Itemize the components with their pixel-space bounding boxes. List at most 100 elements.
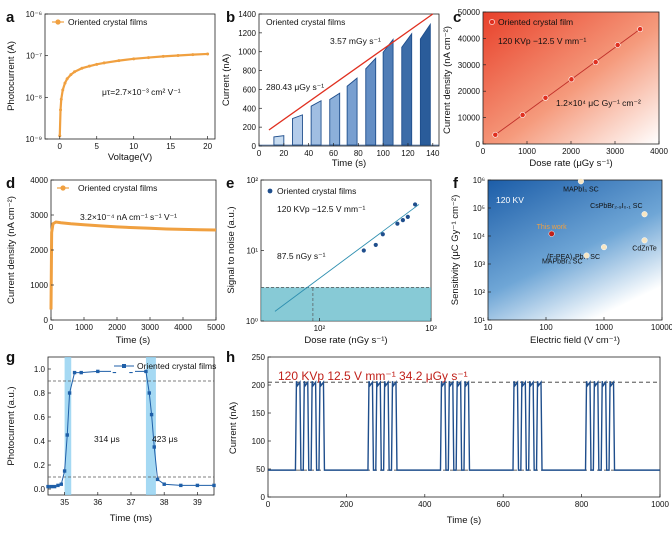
panel-c-ticks: 0 1000 2000 3000 400001000020000300004000050…	[458, 8, 669, 156]
panel-a-point	[59, 108, 63, 112]
panel-g-xtick-label: 39	[193, 498, 202, 507]
panel-b-ticks: 0 20 40 60 80 100 120 1400200400600800100012001…	[238, 10, 440, 158]
panel-c-xtick-label: 2000	[562, 147, 580, 156]
panel-c-point	[492, 131, 499, 138]
panel-h-xtick-label: 600	[497, 500, 511, 509]
panel-b-ylabel: Current (nA)	[221, 54, 232, 106]
panel-g-point	[52, 484, 57, 489]
panel-a-point	[95, 62, 99, 66]
panel-h-ytick-label: 200	[252, 381, 266, 390]
panel-b: b 0 20 40 60 80 100 120 14002004006008001000120…	[221, 9, 440, 169]
panel-d-letter: d	[6, 175, 15, 192]
panel-g-annotation-2: 423 μs	[152, 434, 178, 444]
panel-g-point	[46, 484, 50, 489]
panel-d-ticks: 0 1000 2000 3000 4000 5000 0 1000 2000 3000 4000	[30, 176, 225, 332]
panel-b-ytick-label: 200	[243, 123, 257, 132]
panel-f-point	[548, 230, 555, 237]
panel-b-xtick-label: 40	[304, 149, 313, 158]
panel-c-annotation-1: 120 KVp −12.5 V mm⁻¹	[498, 36, 587, 46]
panel-g-point	[212, 483, 216, 488]
panel-e-marks	[261, 202, 431, 321]
panel-d-legend: Oriented crystal films	[78, 183, 157, 193]
panel-e-legend: Oriented crystal films	[277, 186, 356, 196]
panel-d-xlabel: Time (s)	[116, 335, 150, 346]
panel-f-ytick-label: 10⁶	[473, 176, 485, 185]
panel-f-point-label: (F-PEA)₂PbI₄ SC	[547, 254, 600, 261]
panel-a-marks	[58, 52, 210, 138]
panel-b-annotation-1: 3.57 mGy s⁻¹	[330, 36, 381, 46]
panel-b-legend: Oriented crystal films	[266, 17, 345, 27]
panel-a-legend: Oriented crystal films	[68, 17, 147, 27]
panel-g-point	[49, 484, 54, 489]
panel-g-point	[72, 370, 77, 375]
panel-h-xtick-label: 200	[340, 500, 354, 509]
panel-b-trend-line	[268, 13, 434, 131]
panel-a-point	[59, 97, 63, 101]
panel-c-xlabel: Dose rate (μGy s⁻¹)	[529, 158, 612, 169]
panel-e-xtick-label: 10³	[425, 324, 437, 333]
panel-b-pulse	[292, 114, 303, 146]
panel-e-xtick-label: 10²	[314, 324, 326, 333]
panel-e-ylabel: Signal to noise (a.u.)	[226, 206, 237, 293]
panel-g-xtick-label: 37	[127, 498, 136, 507]
panel-f-ylabel: Sensitivity (μC Gy⁻¹ cm⁻²)	[450, 195, 461, 306]
panel-g-point	[62, 469, 67, 473]
panel-d-xtick-label: 4000	[174, 323, 192, 332]
panel-c-ytick-label: 10000	[458, 114, 481, 123]
panel-b-ytick-label: 800	[243, 67, 257, 76]
panel-d-ytick-label: 0	[44, 316, 49, 325]
panel-b-xtick-label: 80	[354, 149, 363, 158]
panel-g-ytick-label: 0.0	[34, 485, 46, 494]
panel-g-ytick-label: 0.6	[34, 413, 46, 422]
panel-c-annotation-2: 1.2×10⁴ μC Gy⁻¹ cm⁻²	[556, 98, 641, 108]
panel-d-plot-frame	[50, 179, 217, 321]
panel-h-xlabel: Time (s)	[447, 515, 481, 526]
panel-g-point	[155, 477, 160, 482]
panel-d-annotation: 3.2×10⁻⁴ nA cm⁻¹ s⁻¹ V⁻¹	[80, 212, 177, 222]
panel-g-ytick-label: 1.0	[34, 365, 46, 374]
panel-c-ytick-label: 0	[476, 140, 481, 149]
panel-g-ticks: 35 36 37 38 39 0.0 0.2 0.4 0.6 0.8 1.0	[34, 365, 203, 507]
panel-f-point-label: This work	[537, 224, 567, 231]
panel-b-annotation-2: 280.43 μGy s⁻¹	[266, 82, 324, 92]
panel-h: h 0 200 400 600 800 1000 0 50 100 150 200 250 120 K…	[226, 349, 669, 526]
panel-b-xtick-label: 140	[426, 149, 440, 158]
panel-g-ytick-label: 0.4	[34, 437, 46, 446]
panel-c-xtick-label: 0	[481, 147, 486, 156]
panel-d-ytick-label: 3000	[30, 211, 48, 220]
panel-a-point	[69, 73, 73, 77]
panel-b-pulse	[310, 99, 322, 146]
panel-f-xtick-label: 100	[539, 323, 553, 332]
panel-g-point	[162, 482, 166, 486]
panel-b-xtick-label: 100	[376, 149, 390, 158]
panel-e-legend-marker	[267, 188, 273, 194]
panel-a-ytick-label: 10⁻⁷	[26, 52, 42, 61]
panel-f-point	[641, 237, 648, 244]
panel-a-point	[61, 88, 65, 92]
panel-a-ytick-label: 10⁻⁸	[26, 93, 43, 102]
panel-a-point	[146, 56, 150, 60]
panel-g-point	[152, 445, 156, 449]
panel-h-ytick-label: 250	[252, 353, 266, 362]
panel-f-point-label: MAPbI₃ SC	[563, 186, 599, 193]
panel-a-plot-frame	[44, 13, 216, 140]
panel-f-point-label: MAPbBr₃ SC	[542, 259, 583, 266]
panel-e-fit-line	[274, 204, 420, 312]
panel-c-ytick-label: 30000	[458, 61, 481, 70]
panel-b-xtick-label: 60	[329, 149, 338, 158]
panel-f-letter: f	[453, 175, 459, 192]
panel-h-ticks: 0 200 400 600 800 1000 0 50 100 150 200 250	[252, 353, 670, 509]
panel-e-annotation-1: 120 KVp −12.5 V mm⁻¹	[277, 204, 366, 214]
panel-f-point	[600, 244, 608, 251]
panel-g-letter: g	[6, 349, 15, 366]
panel-c-ytick-label: 50000	[458, 8, 481, 17]
panel-a-ytick-label: 10⁻⁹	[25, 135, 42, 144]
panel-g-xtick-label: 38	[160, 498, 169, 507]
panel-f-ticks: 10 100 1000 10000 10¹ 10² 10³ 10⁴ 10⁵ 10⁶	[473, 176, 672, 332]
panel-c-ytick-label: 20000	[458, 87, 481, 96]
panel-c-legend: Oriented crystal film	[498, 17, 573, 27]
panel-f-point-label: CdZnTe	[632, 245, 657, 252]
panel-g-point	[144, 369, 148, 374]
panel-h-xtick-label: 400	[418, 500, 432, 509]
panel-b-xtick-label: 20	[279, 149, 288, 158]
